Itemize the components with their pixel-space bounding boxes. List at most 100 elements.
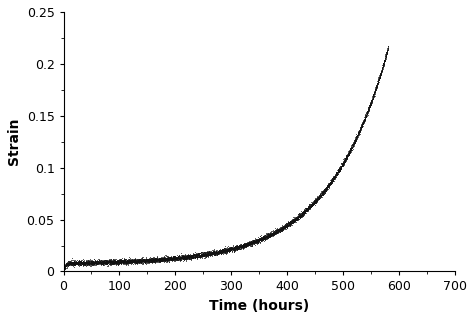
Point bbox=[187, 256, 194, 261]
Point bbox=[270, 231, 278, 236]
Point bbox=[204, 251, 212, 256]
Point bbox=[303, 209, 310, 214]
Point bbox=[292, 219, 299, 224]
Point bbox=[197, 254, 204, 259]
Point bbox=[327, 180, 335, 185]
Point bbox=[218, 247, 225, 252]
Point bbox=[111, 260, 118, 266]
Point bbox=[362, 112, 370, 117]
Point bbox=[254, 237, 262, 242]
Point bbox=[286, 221, 293, 227]
Point bbox=[104, 260, 111, 265]
Point bbox=[350, 142, 357, 147]
Point bbox=[280, 226, 288, 231]
Point bbox=[115, 260, 123, 266]
Point bbox=[274, 228, 282, 233]
Point bbox=[212, 252, 219, 257]
Point bbox=[172, 256, 179, 261]
Point bbox=[132, 260, 139, 265]
Point bbox=[179, 253, 186, 258]
Point bbox=[184, 254, 191, 260]
Point bbox=[100, 260, 108, 265]
Point bbox=[267, 232, 274, 237]
Point bbox=[92, 259, 100, 264]
Point bbox=[195, 251, 202, 256]
Point bbox=[84, 260, 92, 265]
Point bbox=[234, 245, 241, 250]
Point bbox=[176, 254, 183, 260]
Point bbox=[303, 208, 310, 213]
Point bbox=[214, 251, 222, 256]
Point bbox=[380, 61, 387, 66]
Point bbox=[174, 256, 182, 261]
Point bbox=[127, 258, 135, 263]
Point bbox=[292, 219, 300, 224]
Point bbox=[295, 214, 303, 220]
Point bbox=[182, 255, 190, 260]
Point bbox=[141, 257, 148, 262]
Point bbox=[373, 84, 380, 89]
Point bbox=[362, 112, 370, 117]
Point bbox=[198, 252, 205, 257]
Point bbox=[70, 261, 78, 267]
Point bbox=[97, 260, 105, 265]
Point bbox=[144, 258, 151, 263]
Point bbox=[286, 221, 294, 226]
Point bbox=[333, 170, 340, 175]
Point bbox=[235, 244, 242, 249]
Point bbox=[114, 258, 122, 263]
Point bbox=[152, 256, 159, 261]
Point bbox=[233, 245, 240, 250]
Point bbox=[308, 203, 316, 208]
Point bbox=[300, 212, 307, 217]
Point bbox=[203, 253, 210, 258]
Point bbox=[343, 153, 351, 158]
Point bbox=[352, 137, 359, 142]
Point bbox=[202, 252, 210, 257]
Point bbox=[358, 125, 365, 130]
Point bbox=[243, 242, 250, 247]
Point bbox=[275, 228, 283, 233]
Point bbox=[285, 221, 292, 226]
Point bbox=[125, 259, 133, 264]
Point bbox=[332, 173, 339, 178]
Point bbox=[297, 213, 304, 218]
Point bbox=[77, 258, 84, 263]
Point bbox=[195, 251, 202, 256]
Point bbox=[305, 204, 312, 210]
Point bbox=[249, 240, 256, 245]
Point bbox=[359, 119, 367, 124]
Point bbox=[290, 218, 298, 223]
Point bbox=[254, 238, 262, 243]
Point bbox=[116, 260, 123, 265]
Point bbox=[310, 200, 317, 205]
Point bbox=[335, 165, 343, 171]
Point bbox=[292, 217, 300, 222]
Point bbox=[169, 256, 176, 261]
Point bbox=[221, 247, 228, 252]
Point bbox=[235, 244, 242, 249]
Point bbox=[212, 252, 219, 257]
Point bbox=[78, 260, 85, 265]
Point bbox=[344, 152, 352, 157]
Point bbox=[183, 254, 191, 259]
Point bbox=[147, 257, 155, 262]
Point bbox=[246, 242, 254, 247]
Point bbox=[68, 260, 76, 265]
Point bbox=[111, 256, 119, 261]
Point bbox=[191, 253, 199, 259]
Point bbox=[82, 261, 89, 266]
Point bbox=[133, 261, 141, 266]
Point bbox=[193, 255, 201, 260]
Point bbox=[202, 253, 210, 259]
Point bbox=[224, 249, 231, 254]
Point bbox=[199, 252, 207, 257]
Point bbox=[347, 146, 355, 151]
Point bbox=[310, 198, 318, 203]
Point bbox=[67, 261, 74, 266]
Point bbox=[381, 58, 388, 63]
Point bbox=[235, 245, 242, 250]
Point bbox=[377, 71, 384, 76]
Point bbox=[359, 121, 366, 126]
Point bbox=[369, 93, 377, 98]
